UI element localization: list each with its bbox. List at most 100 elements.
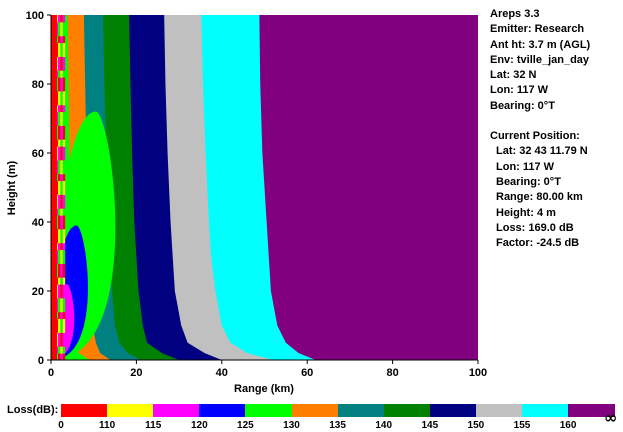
interference-cell: [58, 56, 61, 64]
interference-cell: [58, 215, 61, 223]
legend-swatch: [199, 404, 246, 417]
legend-swatch: [383, 404, 431, 417]
interference-cell: [62, 21, 66, 30]
interference-cell: [60, 346, 63, 354]
interference-cell: [58, 297, 61, 306]
interference-cell: [60, 166, 63, 175]
legend-tick-label: 140: [375, 420, 393, 431]
interference-cell: [58, 228, 61, 237]
interference-cell: [60, 111, 63, 119]
interference-cell: [60, 97, 63, 106]
interference-cell: [58, 277, 61, 285]
legend-tick-label: 130: [283, 420, 300, 431]
interference-cell: [58, 222, 61, 230]
interference-cell: [62, 304, 66, 313]
y-tick-label: 0: [38, 355, 44, 367]
legend-swatch: [61, 404, 108, 417]
app-title: Areps 3.3: [490, 8, 540, 20]
interference-cell: [58, 118, 61, 126]
interference-cell: [62, 166, 66, 175]
emitter-text: Emitter: Research: [490, 23, 585, 36]
interference-cell: [58, 125, 61, 133]
interference-cell: [58, 49, 61, 57]
interference-cell: [58, 180, 61, 188]
interference-cell: [62, 249, 66, 257]
interference-cell: [62, 104, 66, 113]
legend-swatch: [291, 404, 339, 417]
interference-cell: [62, 28, 66, 37]
interference-cell: [58, 339, 61, 347]
interference-cell: [60, 228, 63, 237]
interference-cell: [60, 70, 63, 78]
interference-cell: [60, 256, 63, 264]
x-tick-label: 0: [48, 367, 54, 379]
interference-cell: [62, 325, 66, 333]
interference-cell: [62, 125, 66, 133]
interference-cell: [60, 249, 63, 257]
interference-cell: [60, 339, 63, 347]
interference-cell: [58, 21, 61, 30]
interference-cell: [60, 222, 63, 230]
interference-cell: [62, 194, 66, 202]
legend-tick-label: 125: [237, 420, 254, 431]
interference-cell: [62, 353, 66, 361]
legend-tick-label: 135: [329, 420, 346, 431]
interference-cell: [60, 235, 63, 244]
interference-cell: [60, 277, 63, 285]
interference-cell: [60, 215, 63, 223]
info-panel: Areps 3.3 Emitter: Research Ant ht: 3.7 …: [490, 7, 620, 251]
interference-cell: [60, 311, 63, 320]
interference-cell: [62, 208, 66, 216]
interference-cell: [60, 242, 63, 251]
legend-swatch: [429, 404, 477, 417]
legend-tick-label: 160: [559, 420, 577, 431]
current-bearing: Bearing: 0°T: [496, 175, 561, 188]
legend-swatch: [475, 404, 523, 417]
y-tick-label: 40: [32, 217, 44, 229]
interference-cell: [58, 63, 61, 71]
y-tick-label: 100: [26, 10, 44, 22]
interference-cell: [58, 153, 61, 161]
interference-cell: [62, 118, 66, 126]
legend-tick-label: 115: [145, 420, 162, 431]
interference-cell: [60, 325, 63, 333]
legend-swatch: [568, 404, 615, 417]
legend-swatch: [245, 404, 292, 417]
interference-cell: [62, 187, 66, 195]
interference-cell: [60, 28, 63, 37]
interference-cell: [60, 56, 63, 64]
loss-contour-fill: [51, 15, 478, 361]
interference-cell: [58, 208, 61, 216]
legend-swatch: [153, 404, 200, 417]
current-position-heading: Current Position:: [490, 130, 580, 143]
interference-cell: [60, 270, 63, 278]
current-latitude: Lat: 32 43 11.79 N: [496, 145, 588, 158]
interference-cell: [60, 15, 63, 23]
antenna-height-text: Ant ht: 3.7 m (AGL): [490, 38, 591, 51]
legend-tick-label: 0: [58, 420, 64, 431]
interference-cell: [58, 15, 61, 23]
interference-cell: [60, 90, 63, 99]
interference-cell: [58, 270, 61, 278]
interference-cell: [60, 104, 63, 113]
interference-cell: [60, 173, 63, 182]
interference-cell: [62, 242, 66, 251]
interference-cell: [58, 194, 61, 202]
legend-swatch: [337, 404, 385, 417]
interference-cell: [62, 228, 66, 237]
interference-cell: [60, 263, 63, 271]
x-axis-label: Range (km): [234, 383, 294, 395]
interference-cell: [60, 63, 63, 71]
x-tick-label: 100: [469, 367, 487, 379]
interference-cell: [60, 208, 63, 216]
interference-cell: [58, 291, 61, 299]
environment-text: Env: tville_jan_day: [490, 53, 590, 66]
interference-cell: [60, 353, 63, 361]
interference-cell: [58, 325, 61, 333]
interference-cell: [60, 42, 63, 50]
interference-cell: [60, 77, 63, 85]
interference-cell: [60, 194, 63, 202]
interference-cell: [58, 90, 61, 99]
interference-cell: [58, 159, 61, 168]
